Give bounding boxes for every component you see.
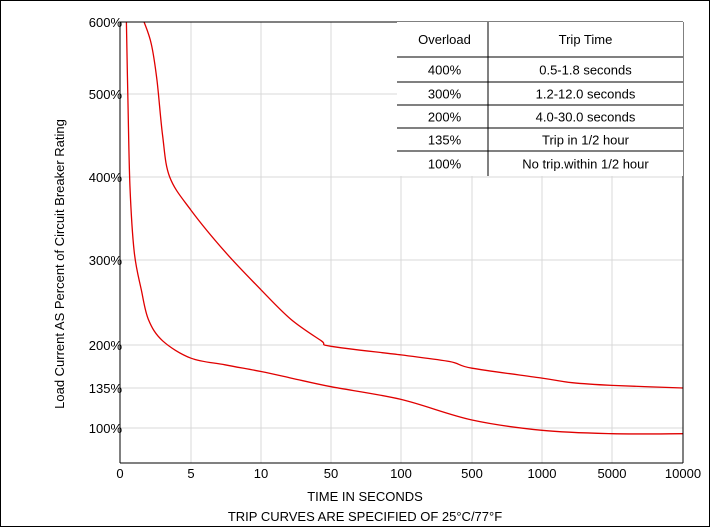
x-tick-label: 10000 <box>665 466 701 481</box>
y-tick-labels: 600% 500% 400% 300% 200% 135% 100% <box>89 15 123 436</box>
table-cell: No trip.within 1/2 hour <box>522 157 649 172</box>
table-cell: 100% <box>428 157 462 172</box>
y-tick-label: 500% <box>89 87 123 102</box>
lower-trip-curve <box>125 21 684 435</box>
trip-curves <box>125 21 684 435</box>
y-tick-label: 135% <box>89 381 123 396</box>
x-tick-label: 500 <box>461 466 483 481</box>
table-cell: Trip in 1/2 hour <box>542 133 630 148</box>
x-tick-label: 50 <box>324 466 338 481</box>
x-axis-title: TIME IN SECONDS <box>307 489 423 504</box>
y-axis-title: Load Current AS Percent of Circuit Break… <box>52 119 67 409</box>
x-tick-label: 10 <box>254 466 268 481</box>
y-tick-label: 200% <box>89 338 123 353</box>
table-cell: 1.2-12.0 seconds <box>536 87 636 102</box>
x-tick-label: 5 <box>187 466 194 481</box>
table-cell: 135% <box>428 133 462 148</box>
table-cell: 0.5-1.8 seconds <box>539 63 632 78</box>
table-lines <box>397 22 683 176</box>
grid-lines <box>120 22 683 463</box>
table-header-cell: Trip Time <box>559 32 613 47</box>
x-tick-label: 1000 <box>528 466 557 481</box>
x-tick-label: 100 <box>390 466 412 481</box>
upper-trip-curve <box>143 21 684 389</box>
table-background <box>397 22 683 176</box>
x-tick-labels: 0 5 10 50 100 500 1000 5000 10000 <box>116 466 701 481</box>
table-cell: 4.0-30.0 seconds <box>536 110 636 125</box>
table-cell: 400% <box>428 63 462 78</box>
table-cells: Overload Trip Time 400% 0.5-1.8 seconds 300%… <box>418 32 649 172</box>
y-tick-label: 300% <box>89 253 123 268</box>
table-cell: 300% <box>428 87 462 102</box>
y-tick-label: 400% <box>89 170 123 185</box>
table-header-cell: Overload <box>418 32 471 47</box>
y-tick-label: 100% <box>89 421 123 436</box>
chart-caption: TRIP CURVES ARE SPECIFIED OF 25°C/77°F <box>228 509 502 524</box>
trip-time-table: Overload Trip Time 400% 0.5-1.8 seconds 300%… <box>397 22 683 176</box>
table-cell: 200% <box>428 110 462 125</box>
x-tick-label: 5000 <box>598 466 627 481</box>
x-tick-label: 0 <box>116 466 123 481</box>
y-tick-label: 600% <box>89 15 123 30</box>
